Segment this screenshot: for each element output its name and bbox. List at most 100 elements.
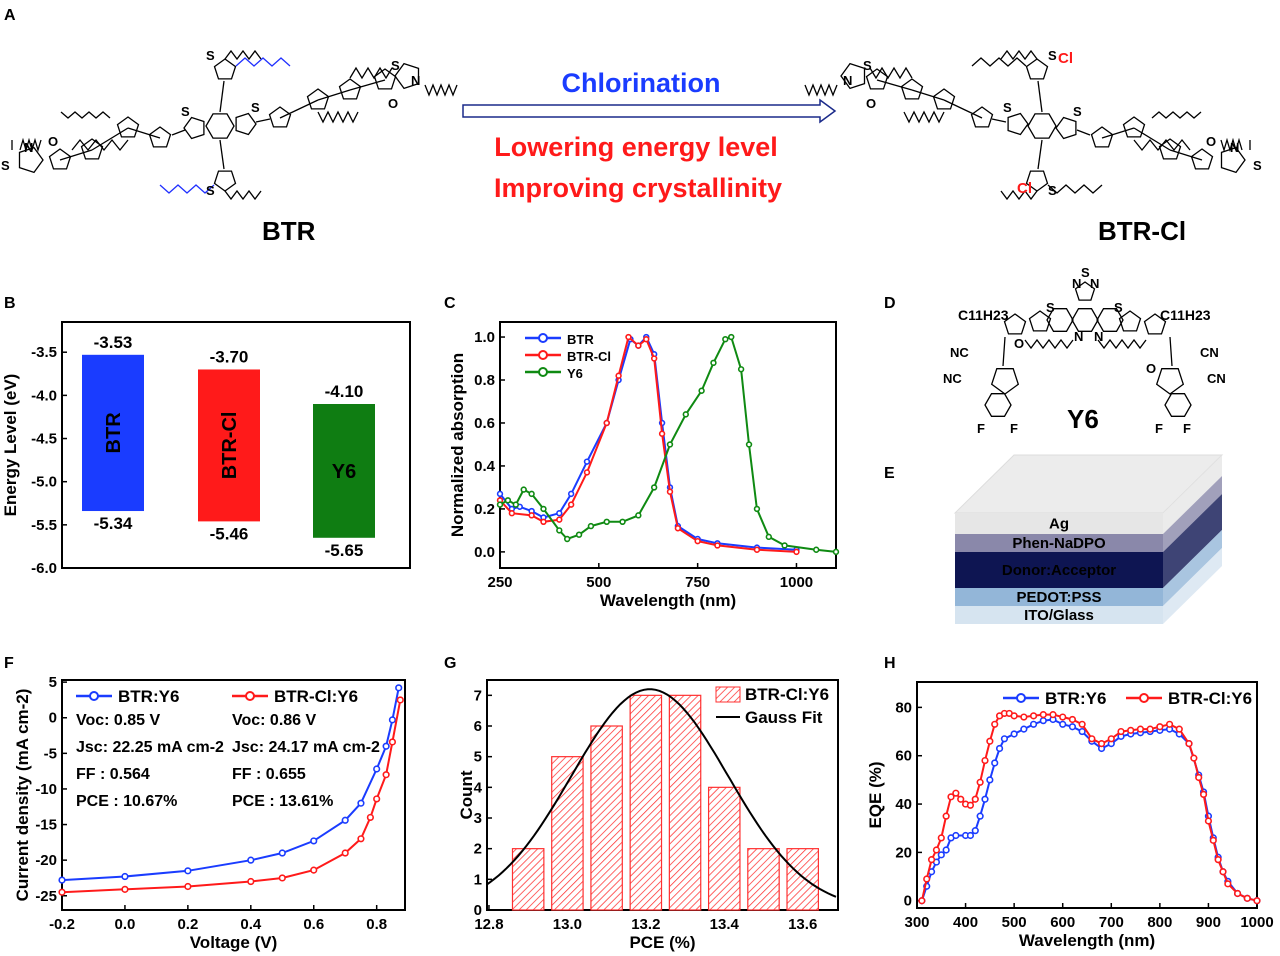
atom-label: N — [843, 73, 852, 88]
atom-label: N — [411, 73, 420, 88]
eqe-series-0-point — [995, 744, 1004, 753]
eqe-series-1-point — [952, 789, 960, 797]
legend-marker — [538, 367, 548, 377]
legend-marker — [538, 350, 548, 360]
eqe-series-0-point — [942, 846, 950, 854]
bond — [943, 99, 983, 119]
y-tick-label: 0 — [49, 710, 57, 727]
atom-label: S — [181, 104, 190, 119]
y-tick-label: -10 — [35, 781, 57, 798]
series-1-point — [753, 546, 761, 553]
jv-series-1-point — [58, 888, 66, 896]
alkyl-chain — [1220, 137, 1243, 153]
panel-letter: A — [4, 7, 16, 24]
btr-label: BTR — [262, 216, 316, 246]
atom-label: O — [866, 96, 876, 111]
y-tick-label: 6 — [474, 718, 482, 735]
eqe-series-1-point — [918, 897, 926, 905]
alkyl-chain — [1151, 111, 1202, 119]
eqe-series-1-point — [1020, 713, 1028, 721]
eqe-series-1-point — [1156, 723, 1164, 731]
x-axis-label: PCE (%) — [629, 933, 695, 952]
alkyl-chain — [869, 66, 913, 80]
plot-frame — [61, 679, 406, 911]
series-2-point — [682, 411, 689, 418]
layer-label: Ag — [1049, 516, 1069, 533]
legend-label: BTR-Cl:Y6 — [745, 685, 829, 704]
alkyl-chain — [224, 49, 262, 61]
legend-label: BTR-Cl — [567, 349, 611, 364]
layer-phen-nadpo — [955, 534, 1163, 552]
layer-label: Donor:Acceptor — [1002, 562, 1116, 579]
series-0-point — [583, 458, 591, 465]
layer-side-face — [1163, 494, 1222, 588]
legend-label: BTR:Y6 — [1045, 689, 1106, 708]
y-axis-label: EQE (%) — [866, 761, 885, 828]
series-2-point — [635, 512, 642, 519]
y-axis-label: Current density (mA cm-2) — [13, 689, 32, 902]
thiophene-ring — [306, 88, 330, 110]
y-tick-label: -20 — [35, 852, 57, 869]
eqe-series-0-point — [971, 827, 979, 835]
legend-label: BTR:Y6 — [118, 687, 179, 706]
x-tick-label: 500 — [586, 574, 611, 591]
fused-ring — [1071, 308, 1099, 332]
rhodanine-ring — [840, 62, 866, 90]
atom-label: N — [1230, 140, 1239, 155]
thiophene-ring — [116, 116, 140, 138]
y-tick-label: 2 — [474, 841, 482, 858]
thiophene-ring — [932, 88, 956, 110]
thiophene-ring — [80, 138, 104, 160]
jv-series-1-point — [278, 874, 286, 882]
jv-series-0-point — [278, 849, 286, 857]
eqe-series-0-point — [981, 795, 989, 803]
x-axis-label: Voltage (V) — [190, 933, 278, 952]
series-2-point — [813, 546, 820, 553]
eqe-series-1-point — [1219, 868, 1227, 876]
thiophene-ring — [268, 106, 292, 128]
alkyl-chain — [903, 110, 945, 124]
series-2-point — [698, 387, 705, 394]
atom-label: O — [1206, 134, 1216, 149]
bond — [991, 118, 1007, 123]
panel-letter: C — [444, 295, 456, 312]
x-tick-label: 1000 — [780, 574, 813, 591]
series-2-point — [528, 490, 535, 498]
y6-label: Y6 — [1067, 404, 1099, 434]
eqe-series-1-point — [1195, 773, 1203, 782]
series-1-point — [694, 537, 701, 545]
y-axis-label: Count — [457, 770, 476, 819]
series-0-point — [567, 490, 575, 498]
series-2-point — [520, 486, 527, 493]
x-axis-label: Wavelength (nm) — [600, 591, 736, 610]
y-tick-label: -6.0 — [31, 560, 57, 577]
alkyl-chain — [60, 111, 111, 119]
thiophene-ring — [1025, 58, 1049, 80]
eqe-series-1-point — [942, 812, 950, 820]
eqe-series-1-point — [927, 856, 936, 864]
series-1-point — [567, 501, 575, 508]
jv-series-1-point — [366, 813, 374, 822]
atom-label: O — [48, 134, 58, 149]
eqe-series-1-point — [937, 834, 945, 842]
bond — [279, 99, 319, 119]
y-tick-label: 5 — [49, 674, 57, 691]
eqe-series-1-point — [932, 846, 941, 854]
x-tick-label: 13.4 — [710, 916, 740, 933]
bond — [219, 139, 225, 170]
jv-series-1-point — [396, 696, 404, 704]
eqe-series-0-point — [1020, 725, 1028, 733]
x-tick-label: 900 — [1196, 914, 1221, 931]
y-tick-label: 0.6 — [474, 415, 495, 432]
layer-label: ITO/Glass — [1024, 607, 1094, 624]
eqe-series-1-point — [1199, 790, 1208, 798]
thiophene-ring — [1118, 310, 1142, 332]
layer-ito-glass — [955, 606, 1163, 624]
eqe-series-1-point — [1243, 894, 1251, 902]
series-1-point — [603, 419, 610, 427]
eqe-series-1-point — [966, 801, 975, 809]
benzene-ring — [1027, 113, 1057, 139]
atom-label: S — [391, 58, 400, 73]
eqe-series-1-point — [923, 875, 931, 883]
series-2-point — [722, 335, 729, 343]
